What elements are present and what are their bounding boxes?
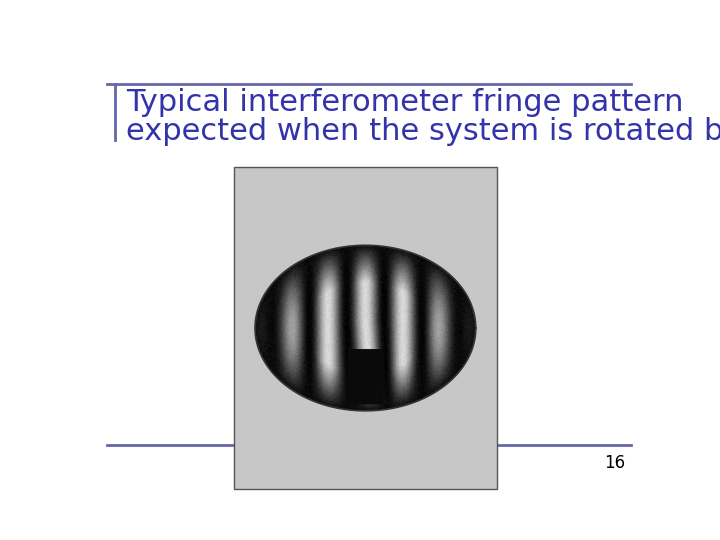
Text: © 2006 Brooks/Cole - Thomson: © 2006 Brooks/Cole - Thomson	[282, 444, 414, 453]
Text: Typical interferometer fringe pattern: Typical interferometer fringe pattern	[126, 87, 684, 117]
Polygon shape	[348, 350, 382, 403]
Text: 16: 16	[605, 454, 626, 472]
Text: expected when the system is rotated by 90°: expected when the system is rotated by 9…	[126, 117, 720, 146]
